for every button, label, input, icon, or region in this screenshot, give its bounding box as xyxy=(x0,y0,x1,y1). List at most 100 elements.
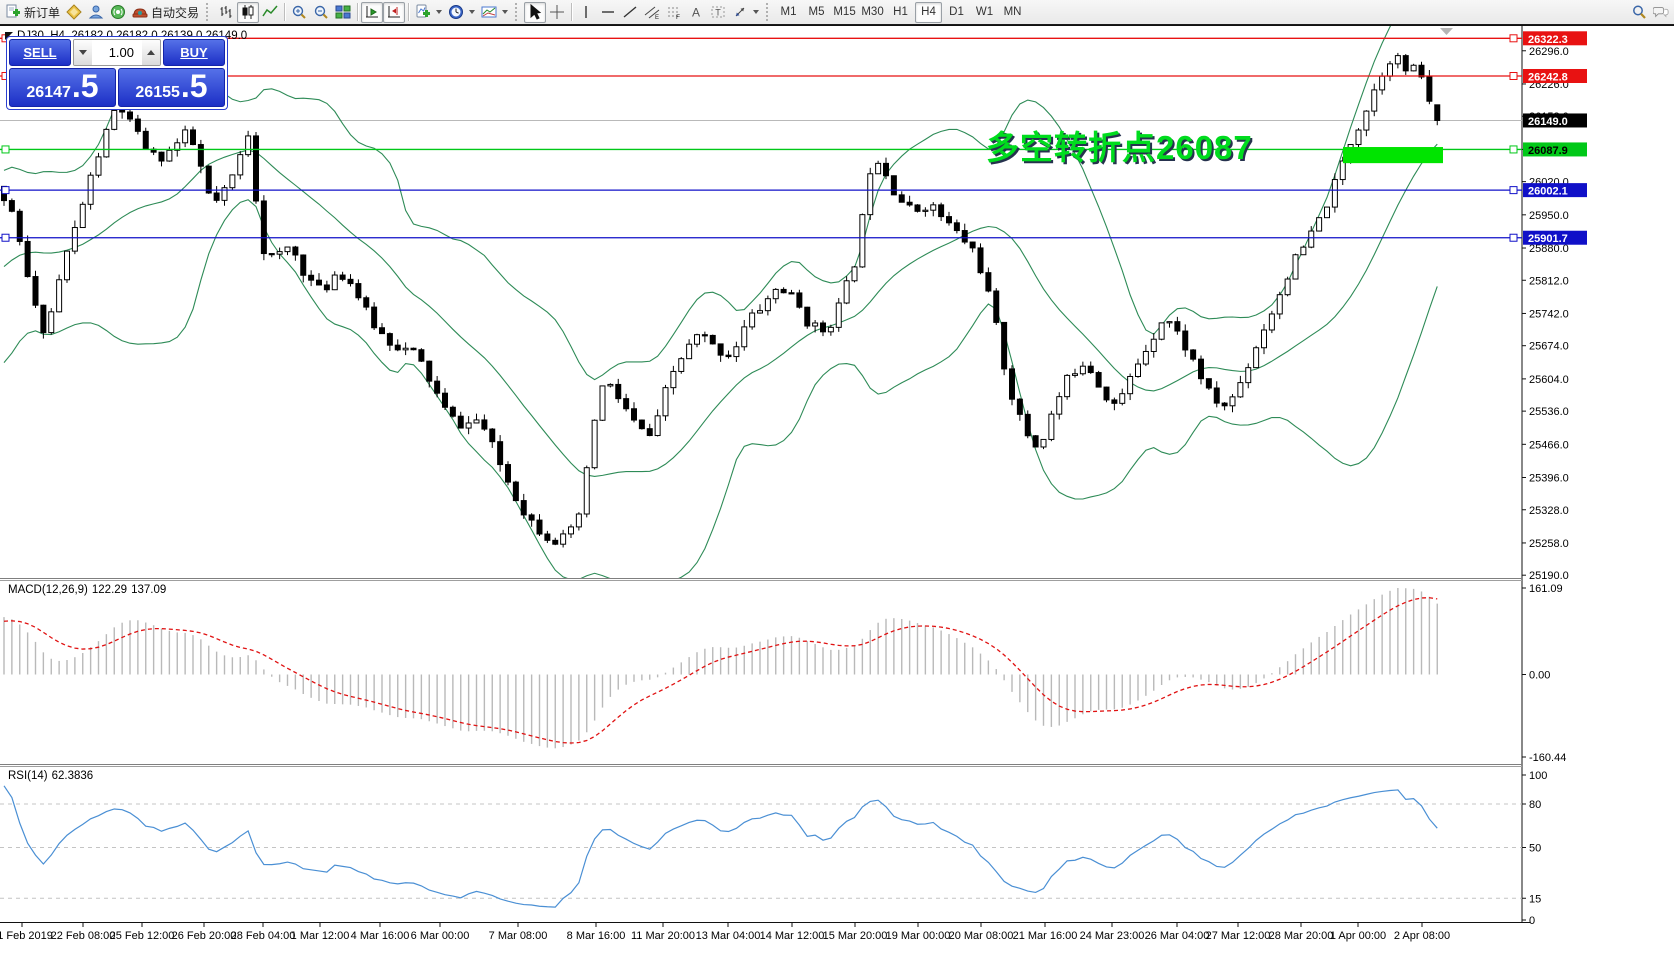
timeframe-button-D1[interactable]: D1 xyxy=(943,2,970,23)
timeframe-button-M5[interactable]: M5 xyxy=(803,2,830,23)
rsi-axis-label: 50 xyxy=(1529,843,1541,855)
volume-increase-button[interactable] xyxy=(142,40,160,65)
crosshair-tool-button[interactable] xyxy=(546,2,568,23)
volume-decrease-button[interactable] xyxy=(74,40,92,65)
time-axis-label: 24 Mar 23:00 xyxy=(1080,930,1145,942)
highlight-rectangle-object xyxy=(1343,147,1443,164)
rsi-pane xyxy=(0,785,1522,908)
new-order-label: 新订单 xyxy=(24,5,61,20)
tile-windows-button[interactable] xyxy=(332,2,354,23)
text-tool-button[interactable]: A xyxy=(685,2,707,23)
time-axis-label: 4 Mar 16:00 xyxy=(351,930,410,942)
macd-main-value: 122.29 xyxy=(91,584,128,596)
text-label-tool-button[interactable]: T xyxy=(707,2,729,23)
market-watch-button[interactable] xyxy=(63,2,85,23)
trendline-tool-button[interactable] xyxy=(619,2,641,23)
price-tick-label: 25190.0 xyxy=(1529,570,1569,582)
fibonacci-tool-button[interactable]: F xyxy=(663,2,685,23)
time-axis-label: 27 Mar 12:00 xyxy=(1206,930,1271,942)
bar-chart-button[interactable] xyxy=(215,2,237,23)
time-axis-label: 11 Mar 20:00 xyxy=(631,930,695,942)
rsi-axis-label: 15 xyxy=(1529,893,1541,905)
search-icon xyxy=(1633,5,1646,19)
auto-scroll-icon xyxy=(366,6,379,18)
macd-indicator-label: MACD(12,26,9) 122.29 137.09 xyxy=(8,584,170,596)
svg-text:26242.8: 26242.8 xyxy=(1528,71,1568,83)
navigator-button[interactable] xyxy=(85,2,107,23)
time-axis-label: 21 Feb 2019 xyxy=(0,930,53,942)
candlestick-icon xyxy=(242,5,254,19)
timeframe-toolbar: M1 M5 M15 M30 H1 H4 D1 W1 MN xyxy=(775,1,1026,23)
price-badge: 26087.9 xyxy=(1523,142,1587,157)
timeframe-button-M30[interactable]: M30 xyxy=(859,2,886,23)
timeframe-button-M1[interactable]: M1 xyxy=(775,2,802,23)
svg-text:26002.1: 26002.1 xyxy=(1528,186,1568,198)
search-button[interactable] xyxy=(1628,2,1650,23)
zoom-in-button[interactable] xyxy=(288,2,310,23)
vertical-line-tool-button[interactable] xyxy=(575,2,597,23)
svg-text:25901.7: 25901.7 xyxy=(1528,233,1568,245)
toolbar-grip[interactable] xyxy=(766,3,771,21)
timeframe-button-MN[interactable]: MN xyxy=(999,2,1026,23)
cursor-tool-button[interactable] xyxy=(524,1,547,23)
periods-dropdown-caret xyxy=(469,10,476,14)
timeframe-button-H1[interactable]: H1 xyxy=(887,2,914,23)
line-chart-button[interactable] xyxy=(259,2,281,23)
price-tick-label: 25674.0 xyxy=(1529,341,1569,353)
arrows-tool-button[interactable] xyxy=(729,2,762,23)
toolbar-grip[interactable] xyxy=(206,3,211,21)
price-badge: 26002.1 xyxy=(1523,183,1587,198)
signal-icon xyxy=(111,5,126,19)
turning-point-annotation[interactable]: 多空转折点26087 xyxy=(986,129,1253,166)
horizontal-line-tool-button[interactable] xyxy=(597,2,619,23)
buy-button[interactable]: BUY xyxy=(163,39,225,66)
quotes-icon xyxy=(66,4,82,20)
time-axis-label: 7 Mar 08:00 xyxy=(489,930,548,942)
bid-price-box[interactable]: 26147 .5 xyxy=(9,68,116,107)
price-tick-label: 25880.0 xyxy=(1529,243,1569,255)
macd-axis-label: -160.44 xyxy=(1529,752,1566,764)
zoom-out-button[interactable] xyxy=(310,2,332,23)
toolbar-separator xyxy=(571,3,573,21)
price-tick-label: 25466.0 xyxy=(1529,439,1569,451)
time-axis-label: 14 Mar 12:00 xyxy=(760,930,825,942)
line-handle xyxy=(1509,233,1518,242)
auto-trading-button[interactable]: 自动交易 xyxy=(129,2,202,23)
toolbar-grip[interactable] xyxy=(515,3,520,21)
signals-button[interactable] xyxy=(107,2,129,23)
chat-button[interactable] xyxy=(1650,2,1672,23)
macd-signal-value: 137.09 xyxy=(131,584,167,596)
channel-tool-button[interactable]: E xyxy=(641,2,663,23)
svg-text:A: A xyxy=(692,6,700,20)
new-order-button[interactable]: 新订单 xyxy=(2,2,63,23)
svg-text:26322.3: 26322.3 xyxy=(1528,34,1568,46)
rsi-axis-label: 0 xyxy=(1529,915,1535,927)
volume-input[interactable]: 1.00 xyxy=(92,40,142,65)
periods-button[interactable] xyxy=(445,2,478,23)
timeframe-button-W1[interactable]: W1 xyxy=(971,2,998,23)
sell-button[interactable]: SELL xyxy=(9,39,71,66)
timeframe-button-H4[interactable]: H4 xyxy=(915,1,943,23)
auto-scroll-button[interactable] xyxy=(361,1,384,23)
price-badge: 26322.3 xyxy=(1523,31,1587,46)
time-axis-label: 22 Feb 08:00 xyxy=(51,930,116,942)
ask-price-int: 26155 xyxy=(135,84,180,101)
indicators-button[interactable] xyxy=(412,2,445,23)
templates-button[interactable] xyxy=(478,2,511,23)
svg-text:E: E xyxy=(655,15,659,20)
profile-icon xyxy=(88,5,104,19)
price-tick-label: 26296.0 xyxy=(1529,46,1569,58)
chart-shift-button[interactable] xyxy=(383,1,406,23)
toolbar-separator xyxy=(408,3,410,21)
bid-price-int: 26147 xyxy=(26,84,71,101)
line-chart-icon xyxy=(262,5,278,17)
ask-price-box[interactable]: 26155 .5 xyxy=(118,68,225,107)
spin-down-icon xyxy=(79,50,87,55)
price-tick-label: 25328.0 xyxy=(1529,505,1569,517)
zoom-out-icon xyxy=(314,5,328,19)
ask-price-frac: .5 xyxy=(180,68,208,104)
indicators-dropdown-caret xyxy=(436,10,443,14)
timeframe-button-M15[interactable]: M15 xyxy=(831,2,858,23)
candlestick-chart-button[interactable] xyxy=(237,1,260,23)
